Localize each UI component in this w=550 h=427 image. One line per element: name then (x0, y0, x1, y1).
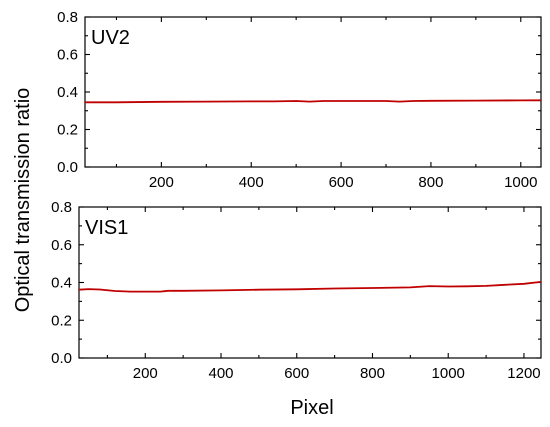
x-tick-label: 600 (329, 174, 354, 191)
x-tick-label: 1000 (504, 174, 537, 191)
x-tick-label: 200 (149, 174, 174, 191)
x-tick-label: 400 (239, 174, 264, 191)
series-group (85, 99, 542, 104)
series-line (85, 99, 542, 104)
y-tick-label: 0.0 (51, 350, 72, 367)
y-tick-label: 0.6 (57, 47, 78, 64)
y-tick-label: 0.2 (51, 312, 72, 329)
y-tick-label: 0.4 (57, 84, 78, 101)
axis-ticks: 200 400 600 800 1000 0.0 0.2 0.4 0.6 0.8 (57, 9, 541, 191)
y-tick-label: 0.8 (57, 9, 78, 26)
panel-label: UV2 (91, 27, 130, 49)
panel-label: VIS1 (85, 217, 128, 239)
x-tick-label: 1200 (507, 365, 540, 382)
x-tick-label: 400 (208, 365, 233, 382)
y-tick-label: 0.2 (57, 122, 78, 139)
x-tick-label: 600 (284, 365, 309, 382)
chart-panel-uv2: 200 400 600 800 1000 0.0 0.2 0.4 0.6 0.8 UV2 (57, 9, 542, 191)
y-tick-label: 0.8 (51, 199, 72, 216)
y-tick-label: 0.4 (51, 275, 72, 292)
x-tick-label: 800 (418, 174, 443, 191)
x-tick-label: 1000 (432, 365, 465, 382)
plot-frame (84, 16, 542, 168)
y-tick-label: 0.0 (57, 159, 78, 176)
y-tick-label: 0.6 (51, 237, 72, 254)
x-axis-title: Pixel (290, 397, 333, 419)
chart-panel-vis1: 200 400 600 800 1000 1200 0.0 0.2 0.4 0.6 0.8 VIS1 (51, 199, 542, 382)
plot-frame (78, 206, 542, 359)
axis-ticks: 200 400 600 800 1000 1200 0.0 0.2 0.4 0.6 0.8 (51, 199, 541, 382)
x-tick-label: 800 (360, 365, 385, 382)
x-tick-label: 200 (133, 365, 158, 382)
y-axis-title: Optical transmission ratio (12, 88, 34, 313)
series-line (78, 281, 542, 293)
series-group (78, 281, 542, 293)
